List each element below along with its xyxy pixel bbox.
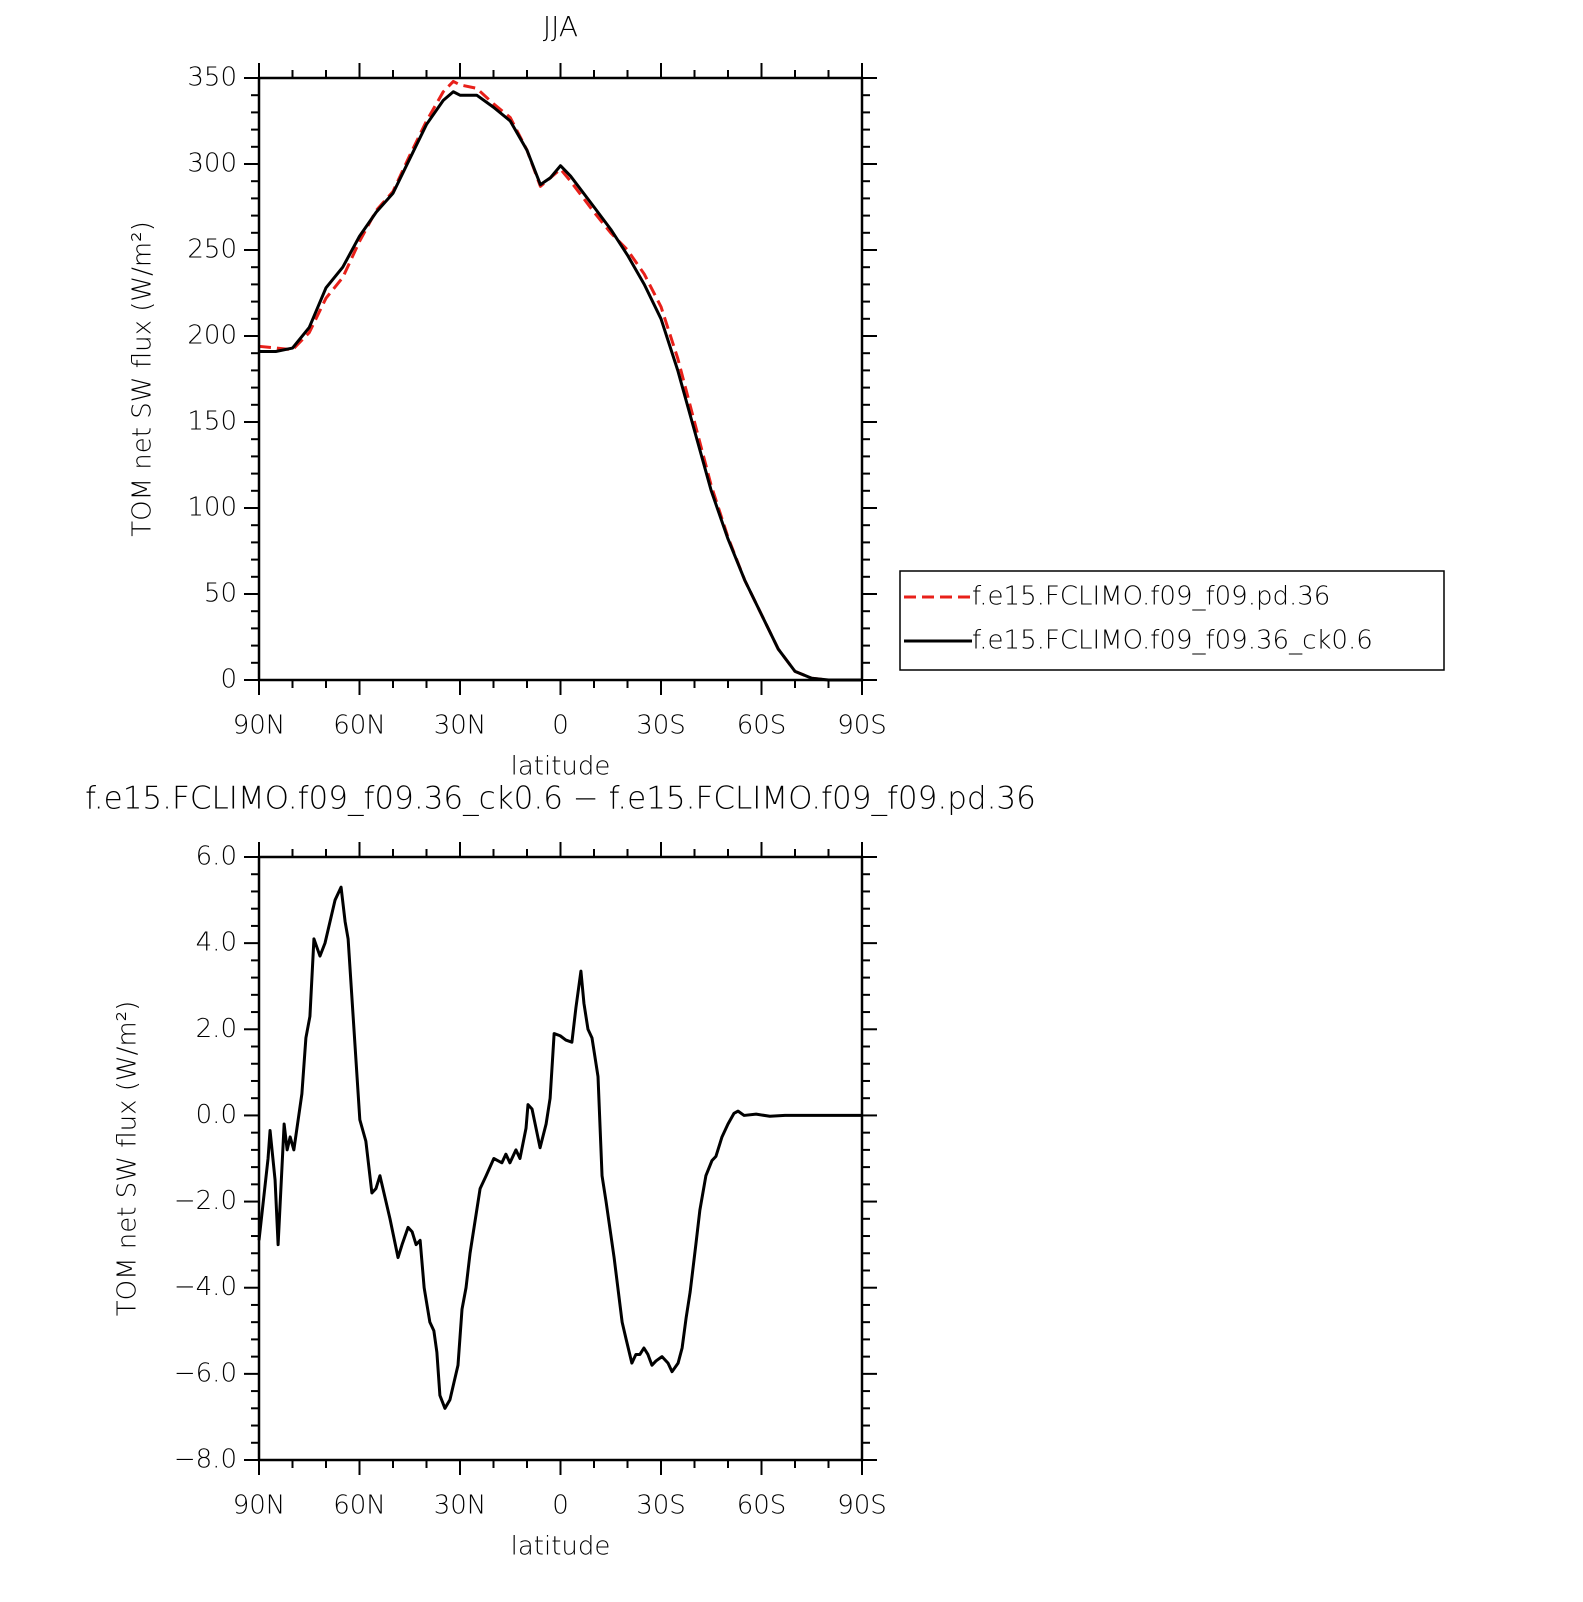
x-tick-label: 0 — [552, 1491, 569, 1521]
y-tick-label: 300 — [187, 149, 237, 179]
x-tick-label: 90S — [837, 711, 887, 741]
data-line — [257, 885, 862, 1410]
y-tick-label: 6.0 — [196, 842, 237, 872]
plot-frame — [257, 855, 864, 1462]
x-tick-label: 90S — [837, 1491, 887, 1521]
legend-box — [899, 570, 1445, 671]
y-tick-label: 2.0 — [196, 1014, 237, 1044]
y-tick-label: 0 — [220, 665, 237, 695]
x-tick-label: 0 — [552, 711, 569, 741]
x-tick-label: 30N — [434, 1491, 487, 1521]
chart-title: JJA — [543, 10, 578, 43]
x-tick-label: 90N — [233, 711, 286, 741]
x-axis-label: latitude — [511, 1532, 611, 1562]
data-line — [258, 79, 862, 682]
y-tick-label: −6.0 — [174, 1358, 237, 1388]
y-tick-label: 0.0 — [196, 1100, 237, 1130]
chart-title: f.e15.FCLIMO.f09_f09.36_ck0.6 − f.e15.FC… — [85, 781, 1036, 817]
x-tick-label: 30S — [636, 1491, 686, 1521]
x-tick-label: 30S — [636, 711, 686, 741]
x-tick-label: 60N — [333, 711, 386, 741]
y-tick-label: 250 — [187, 235, 237, 265]
y-tick-label: −4.0 — [174, 1272, 237, 1302]
x-axis-label: latitude — [511, 752, 611, 782]
y-tick-label: 200 — [187, 321, 237, 351]
legend-label: f.e15.FCLIMO.f09_f09.pd.36 — [972, 582, 1330, 612]
y-tick-label: 50 — [204, 579, 237, 609]
x-tick-label: 60S — [737, 1491, 787, 1521]
y-tick-label: −8.0 — [174, 1445, 237, 1475]
x-tick-label: 30N — [434, 711, 487, 741]
data-line — [259, 90, 862, 682]
y-tick-label: 350 — [187, 63, 237, 93]
x-tick-label: 90N — [233, 1491, 286, 1521]
y-tick-label: 4.0 — [196, 928, 237, 958]
y-axis-label: TOM net SW flux (W/m²) — [128, 221, 158, 536]
y-tick-label: −2.0 — [174, 1186, 237, 1216]
x-tick-label: 60N — [333, 1491, 386, 1521]
x-tick-label: 60S — [737, 711, 787, 741]
plot-frame — [257, 76, 864, 682]
legend-label: f.e15.FCLIMO.f09_f09.36_ck0.6 — [972, 626, 1373, 656]
y-tick-label: 150 — [187, 407, 237, 437]
y-axis-label: TOM net SW flux (W/m²) — [113, 1001, 143, 1316]
y-tick-label: 100 — [187, 493, 237, 523]
